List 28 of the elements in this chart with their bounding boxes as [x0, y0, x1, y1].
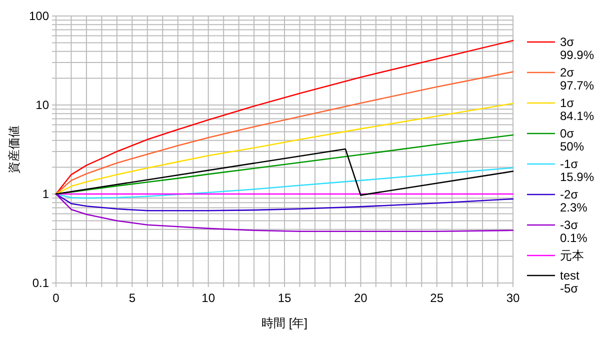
- line-series: [55, 193, 514, 212]
- x-tick-label: 30: [506, 291, 520, 305]
- legend-label: 2σ 97.7%: [560, 66, 594, 92]
- x-axis-title: 時間 [年]: [261, 316, 308, 330]
- line-series: [55, 40, 514, 195]
- x-tick-label: 0: [52, 291, 60, 305]
- line-series: [55, 193, 514, 232]
- y-tick-label: 1: [42, 187, 50, 201]
- legend-label: -3σ 0.1%: [560, 218, 588, 245]
- line-series: [55, 102, 514, 195]
- y-tick-label: 0.1: [32, 276, 50, 290]
- legend-label: 0σ 50%: [560, 126, 584, 154]
- y-tick-label: 100: [28, 9, 50, 23]
- x-tick-label: 25: [430, 291, 444, 305]
- legend-label: test -5σ: [560, 268, 580, 296]
- legend-label: 3σ 99.9%: [560, 35, 594, 62]
- y-axis-title: 資産価値: [7, 126, 21, 174]
- legend-label: 元本: [560, 248, 584, 262]
- x-tick-label: 15: [278, 291, 292, 305]
- legend-label: -2σ 2.3%: [560, 188, 588, 214]
- legend-label: 1σ 84.1%: [560, 96, 594, 123]
- line-series: [55, 148, 514, 196]
- x-tick-label: 5: [128, 291, 136, 305]
- y-tick-label: 10: [36, 98, 50, 112]
- x-tick-label: 10: [202, 291, 216, 305]
- line-series: [55, 71, 514, 195]
- x-tick-label: 20: [354, 291, 368, 305]
- legend-label: -1σ 15.9%: [560, 157, 594, 184]
